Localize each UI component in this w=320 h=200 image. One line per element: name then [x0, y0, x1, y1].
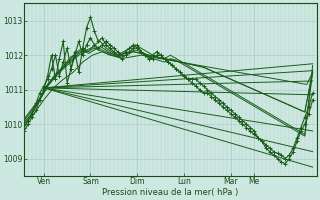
X-axis label: Pression niveau de la mer( hPa ): Pression niveau de la mer( hPa )	[102, 188, 238, 197]
